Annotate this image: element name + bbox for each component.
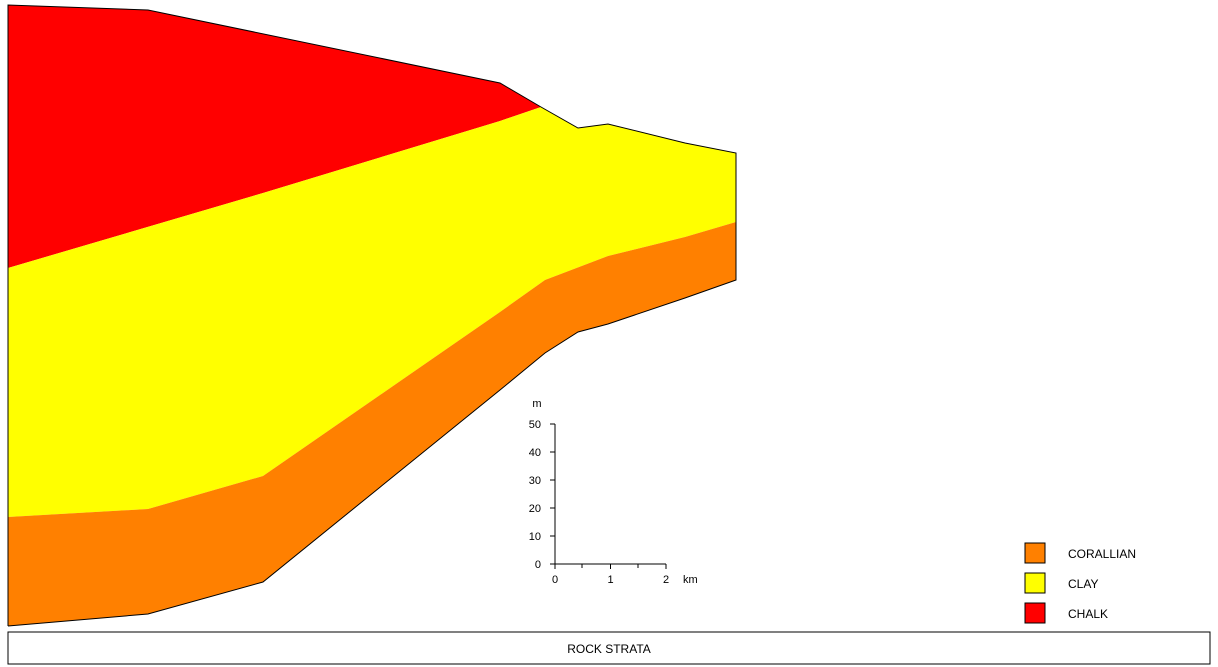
horizontal-scale-label: 2 (663, 574, 669, 586)
vertical-scale-label: 40 (529, 447, 541, 459)
legend-label: CHALK (1068, 607, 1108, 621)
horizontal-scale-label: 1 (607, 574, 613, 586)
legend-label: CORALLIAN (1068, 547, 1136, 561)
vertical-scale-label: 30 (529, 475, 541, 487)
legend-swatch (1025, 573, 1045, 593)
vertical-scale-unit: m (532, 398, 541, 410)
vertical-scale-label: 20 (529, 503, 541, 515)
vertical-scale-label: 0 (535, 559, 541, 571)
legend-swatch (1025, 543, 1045, 563)
vertical-scale-label: 50 (529, 419, 541, 431)
diagram-title: ROCK STRATA (567, 642, 651, 656)
strata (8, 5, 736, 626)
horizontal-scale-label: 0 (552, 574, 558, 586)
legend: CORALLIAN CLAY CHALK (1025, 543, 1136, 623)
legend-swatch (1025, 603, 1045, 623)
horizontal-scale-unit: km (683, 574, 698, 586)
vertical-scale-label: 10 (529, 531, 541, 543)
legend-label: CLAY (1068, 577, 1098, 591)
cross-section-diagram: m km 0 10 20 30 40 50 0 1 2 CORALLIAN CLAY CHALK R… (0, 0, 1218, 667)
scale-bar: m km 0 10 20 30 40 50 0 1 2 (529, 398, 698, 586)
